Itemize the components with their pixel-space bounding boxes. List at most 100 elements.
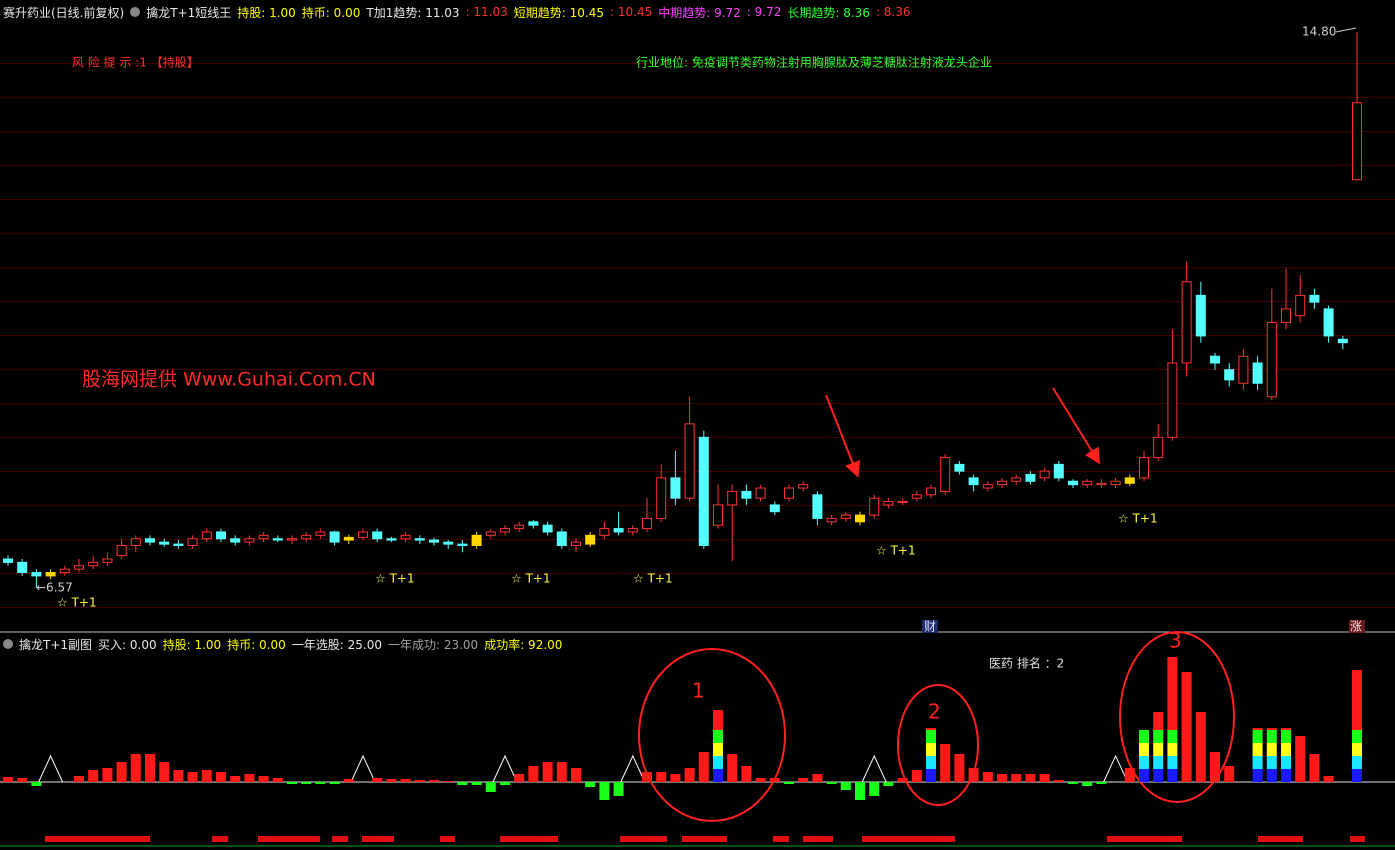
indicator-bar [414, 780, 425, 782]
header-value: : 11.03 [465, 5, 508, 19]
candle-body [656, 477, 667, 519]
indicator-bar [1181, 672, 1192, 782]
indicator-bar [88, 770, 99, 782]
candle-body [940, 457, 951, 492]
candle-body [954, 463, 965, 472]
stack-segment [1167, 756, 1178, 769]
candle-body [556, 531, 567, 546]
candle-body [1252, 362, 1263, 384]
sub-value: 成功率: 92.00 [484, 637, 563, 652]
arrow [1052, 387, 1101, 465]
indicator-bar [400, 779, 411, 782]
indicator-bar [514, 774, 525, 782]
circle-label: 1 [692, 679, 705, 703]
candle-body [102, 558, 113, 563]
arrow [825, 394, 861, 478]
stack-segment [1153, 743, 1164, 756]
stack-segment [1352, 743, 1362, 756]
stack-segment [1139, 743, 1149, 756]
candle-body [1053, 463, 1064, 479]
header-value: : 9.72 [746, 5, 782, 19]
candle-body [1323, 308, 1334, 337]
candle-body [997, 480, 1007, 486]
candle-body [145, 538, 155, 543]
circle [638, 648, 786, 822]
indicator-bar [301, 782, 312, 784]
indicator-bar [1025, 774, 1036, 782]
signal-label: ☆ T+1 [1118, 512, 1158, 526]
candle-body [301, 534, 312, 540]
indicator-bar [201, 770, 212, 782]
stack-segment [1252, 756, 1263, 769]
stack-segment [1352, 730, 1362, 743]
sub-value: 一年选股: 25.00 [291, 637, 382, 652]
indicator-bar [1096, 782, 1107, 784]
candle-body [1110, 480, 1121, 486]
strip-segment [362, 836, 394, 842]
indicator-bar [670, 774, 681, 782]
strip-segment [212, 836, 228, 842]
indicator-bar [755, 778, 766, 782]
candle-body [911, 494, 922, 499]
candle-body [826, 517, 837, 523]
indicator-bar [102, 768, 113, 782]
stack-segment [926, 769, 936, 782]
stack-segment [1139, 769, 1149, 782]
sub-value: 买入: 0.00 [98, 637, 157, 652]
stack-segment [1139, 756, 1149, 769]
candle-body [343, 536, 354, 541]
candle-body [315, 531, 326, 536]
main-header: 赛升药业(日线.前复权) 擒龙T+1短线王 持股: 1.00 持币: 0.00 … [0, 0, 1395, 24]
indicator-bar [173, 770, 184, 782]
indicator-bar [1195, 712, 1206, 782]
indicator-bar [1295, 736, 1306, 782]
candle-body [982, 484, 993, 489]
stack-segment [1281, 769, 1291, 782]
indicator-bar [1224, 766, 1235, 782]
candle-body [500, 528, 510, 533]
indicator-bar [968, 768, 979, 782]
stack-segment [713, 756, 723, 769]
badge [922, 620, 938, 633]
candle-body [1309, 294, 1320, 303]
indicator-bar [216, 772, 226, 782]
candle-body [1195, 294, 1206, 337]
indicator-bar [230, 776, 241, 782]
circle-label: 2 [928, 700, 941, 724]
candle-body [443, 541, 454, 545]
stack-segment [1266, 730, 1277, 743]
indicator-bar [443, 781, 454, 782]
candle-body [1025, 474, 1036, 482]
candle-body [1224, 369, 1235, 381]
strip-segment [258, 836, 320, 842]
header-value: 短期趋势: 10.45 [513, 5, 604, 20]
stack-segment [1352, 756, 1362, 769]
candle-body [429, 539, 439, 543]
indicator-bar [429, 780, 439, 782]
circle-label: 3 [1169, 629, 1182, 653]
candle-body [457, 543, 468, 546]
watermark: 股海网提供 Www.Guhai.Com.CN [82, 369, 376, 391]
indicator-bar [940, 744, 951, 782]
indicator-bar [1266, 728, 1277, 730]
rank: 医药 排名 ：2 [989, 656, 1064, 671]
candle-body [400, 534, 411, 540]
strip-segment [45, 836, 150, 842]
badge-text: 财 [924, 620, 936, 634]
candle-body [1039, 470, 1050, 479]
candle-body [713, 504, 723, 526]
indicator-bar [642, 772, 652, 782]
stack-segment [1281, 756, 1291, 769]
sub-value: 持币: 0.00 [227, 637, 286, 652]
price-high-label: 14.80 [1302, 25, 1336, 39]
indicator-bar [784, 782, 794, 784]
candle-body [684, 423, 695, 499]
strip-segment [682, 836, 727, 842]
candle-body [1295, 294, 1306, 317]
strip-segment [500, 836, 558, 842]
candle-body [1337, 338, 1348, 344]
signal-label: ☆ T+1 [511, 572, 551, 586]
indicator-bar [911, 770, 922, 782]
